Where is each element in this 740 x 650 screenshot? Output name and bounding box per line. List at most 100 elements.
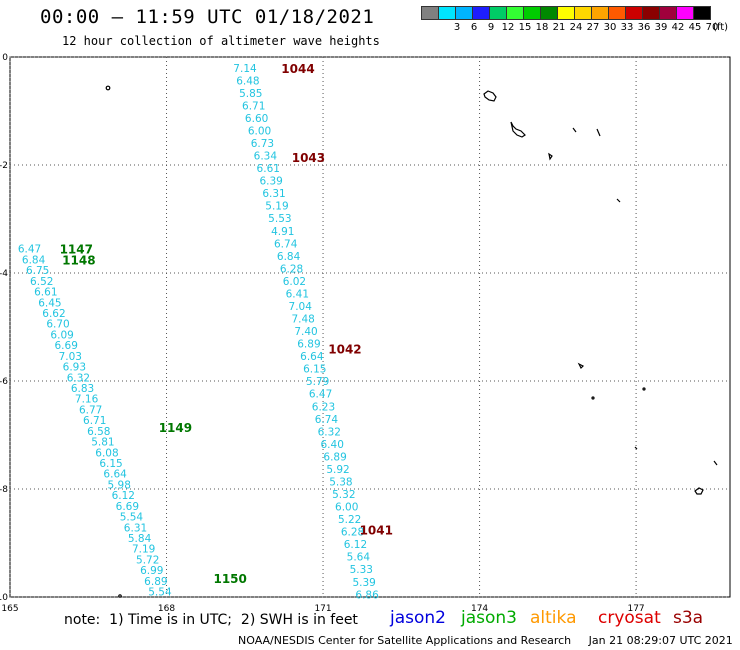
legend-unit: (ft) [713,22,729,33]
wave-height-value: 6.61 [257,163,280,175]
wave-height-value: 6.70 [46,319,69,331]
legend-label: 6 [470,22,478,33]
legend-swatch [676,6,694,20]
y-tick-label: -2 [0,161,8,171]
wave-height-value: 6.73 [251,138,274,150]
wave-height-value: 5.32 [332,489,355,501]
mission-label: jason3 [461,608,517,628]
legend-label: 42 [671,22,685,33]
legend-label: 3 [453,22,461,33]
legend-label: 18 [535,22,549,33]
wave-height-value: 6.28 [280,263,303,275]
wave-height-value: 6.89 [144,576,167,588]
legend-swatches [421,6,711,20]
wave-height-value: 6.40 [321,439,344,451]
y-tick-label: -6 [0,377,8,387]
island-outline [577,362,585,370]
wave-height-value: 6.34 [254,151,278,163]
wave-height-value: 6.39 [259,176,282,188]
y-tick-label: -4 [0,269,8,279]
legend-labels: 3 6 9 12 15 18 21 24 27 30 33 36 39 42 45 70 (ft) [422,20,728,34]
wave-height-value: 6.71 [83,415,106,427]
legend-swatch [523,6,541,20]
wave-height-value: 6.32 [67,372,90,384]
legend-label: 33 [620,22,634,33]
island-outline [510,121,526,138]
pass-number-label: 1043 [292,151,325,165]
wave-height-value: 6.75 [26,265,49,277]
altimeter-observations: 7.146.485.856.716.606.006.736.346.616.39… [18,63,379,601]
legend-swatch [421,6,439,20]
page-title: 00:00 — 11:59 UTC 01/18/2021 [40,6,375,28]
pass-number-label: 1044 [281,62,314,76]
wave-height-value: 6.47 [18,244,41,256]
wave-height-value: 5.85 [239,88,262,100]
island-outline [118,594,122,598]
wave-height-value: 6.52 [30,276,53,288]
wave-height-value: 5.64 [347,552,371,564]
mission-label: cryosat [598,608,661,628]
wave-height-value: 6.15 [99,458,122,470]
wave-height-value: 6.31 [262,188,285,200]
wave-height-value: 5.54 [148,587,172,599]
wave-height-value: 7.03 [59,351,82,363]
wave-height-value: 6.12 [112,490,135,502]
legend-swatch [455,6,473,20]
axis-tick-labels: 165 168 171 174 177 0 -2 -4 -6 -8 -10 [0,53,645,614]
lat-lon-grid [9,56,731,598]
island-outline [634,446,638,450]
wave-height-value: 7.16 [75,394,99,406]
legend-label: 9 [487,22,495,33]
wave-height-value: 5.79 [306,376,329,388]
wave-height-value: 6.86 [355,589,379,601]
wave-height-value: 6.77 [79,404,102,416]
wave-height-value: 5.33 [350,564,373,576]
wave-height-value: 5.54 [120,512,144,524]
wave-height-value: 7.19 [132,544,155,556]
legend-swatch [506,6,524,20]
legend-swatch [489,6,507,20]
legend-swatch [693,6,711,20]
legend-label: 70 [705,22,719,33]
legend-swatch [659,6,677,20]
pass-number-label: 1150 [213,572,246,586]
wave-height-value: 4.91 [271,226,294,238]
island-outline [548,152,553,161]
legend-swatch [642,6,660,20]
wave-height-value: 6.99 [140,565,163,577]
legend-label: 15 [518,22,532,33]
wave-height-value: 6.08 [95,447,118,459]
map-frame [9,56,731,598]
wave-height-value: 5.81 [91,437,114,449]
legend-swatch [608,6,626,20]
wave-height-value: 6.89 [323,451,346,463]
legend-swatch [557,6,575,20]
wave-height-value: 7.04 [289,301,313,313]
x-tick-label: 165 [1,604,18,614]
wave-height-value: 6.09 [50,329,73,341]
wave-height-value: 7.14 [233,63,257,75]
wave-height-value: 6.89 [297,339,320,351]
wave-height-value: 6.45 [38,297,61,309]
wave-height-value: 6.74 [274,238,298,250]
island-outline [591,396,595,400]
wave-height-value: 5.39 [352,577,375,589]
wave-height-value: 6.47 [309,389,332,401]
x-tick-label: 174 [471,604,488,614]
legend-label: 24 [569,22,583,33]
wave-height-value: 6.15 [303,364,326,376]
wave-height-value: 6.12 [344,539,367,551]
wave-height-value: 6.31 [124,522,147,534]
x-tick-label: 168 [158,604,175,614]
coastlines [105,85,718,598]
wave-height-value: 6.00 [335,502,358,514]
wave-height-value: 6.28 [341,527,364,539]
wave-height-value: 5.98 [108,479,131,491]
wave-height-value: 6.32 [318,426,341,438]
island-outline [694,487,704,495]
y-tick-label: -8 [0,485,8,495]
wave-height-value: 7.48 [291,314,314,326]
legend-label: 30 [603,22,617,33]
legend-label: 36 [637,22,651,33]
wave-height-value: 6.41 [286,288,309,300]
